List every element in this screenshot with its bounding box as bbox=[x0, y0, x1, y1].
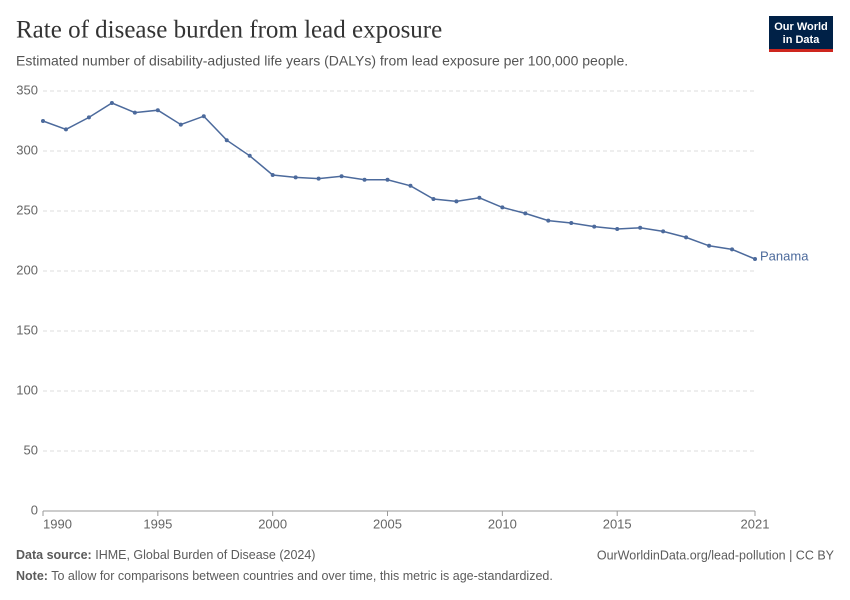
data-point bbox=[661, 229, 666, 234]
data-point bbox=[155, 108, 160, 113]
note-text: To allow for comparisons between countri… bbox=[51, 569, 553, 583]
y-tick-label: 250 bbox=[16, 202, 38, 217]
x-tick-label: 1990 bbox=[43, 516, 72, 531]
x-tick-label: 2021 bbox=[741, 516, 770, 531]
data-point bbox=[753, 257, 757, 261]
logo-bar bbox=[769, 49, 833, 52]
y-tick-label: 0 bbox=[31, 502, 38, 517]
data-point bbox=[178, 122, 183, 127]
data-point bbox=[638, 225, 643, 230]
logo-text: in Data bbox=[783, 34, 821, 46]
data-point bbox=[592, 224, 597, 229]
data-point bbox=[201, 114, 206, 119]
data-point bbox=[408, 183, 413, 188]
x-tick-label: 2000 bbox=[258, 516, 287, 531]
data-point bbox=[316, 176, 321, 181]
x-tick-label: 2015 bbox=[603, 516, 632, 531]
data-point bbox=[132, 110, 137, 115]
y-tick-label: 200 bbox=[16, 262, 38, 277]
data-point bbox=[730, 247, 735, 252]
data-point bbox=[615, 227, 620, 231]
data-point bbox=[477, 195, 482, 200]
data-point bbox=[41, 119, 45, 123]
data-point bbox=[293, 175, 298, 180]
data-point bbox=[385, 177, 390, 182]
logo-box bbox=[769, 16, 833, 50]
data-point bbox=[569, 221, 574, 225]
data-point bbox=[109, 101, 114, 105]
x-tick-label: 2005 bbox=[373, 516, 402, 531]
url[interactable]: OurWorldinData.org/lead-pollution | CC B… bbox=[597, 548, 835, 562]
series-label: Panama bbox=[760, 248, 809, 263]
data-point bbox=[339, 174, 344, 179]
series-line bbox=[42, 102, 756, 260]
chart-title: Rate of disease burden from lead exposur… bbox=[16, 17, 442, 44]
source-label: Data source: bbox=[16, 548, 92, 562]
chart-subtitle: Estimated number of disability-adjusted … bbox=[16, 53, 628, 69]
source-text: IHME, Global Burden of Disease (2024) bbox=[95, 548, 315, 562]
data-point bbox=[707, 243, 712, 248]
logo-text: Our World bbox=[774, 21, 828, 33]
data-point bbox=[684, 235, 689, 240]
data-point bbox=[270, 173, 275, 177]
source: Data source: IHME, Global Burden of Dise… bbox=[16, 548, 315, 562]
data-point bbox=[431, 197, 436, 201]
x-tick-label: 1995 bbox=[143, 516, 172, 531]
data-point bbox=[224, 138, 229, 143]
logo[interactable]: Our World in Data bbox=[769, 16, 833, 52]
data-point bbox=[247, 153, 252, 158]
data-point bbox=[546, 218, 551, 223]
data-point bbox=[86, 115, 91, 120]
y-tick-label: 150 bbox=[16, 322, 38, 337]
data-point bbox=[500, 205, 505, 210]
data-point bbox=[523, 211, 528, 216]
data-point bbox=[454, 199, 459, 204]
y-tick-label: 100 bbox=[16, 382, 38, 397]
x-tick-label: 2010 bbox=[488, 516, 517, 531]
y-tick-label: 50 bbox=[24, 442, 38, 457]
note-label: Note: bbox=[16, 569, 48, 583]
data-point bbox=[362, 177, 367, 182]
note: Note: To allow for comparisons between c… bbox=[16, 569, 553, 583]
data-point bbox=[63, 127, 68, 132]
y-tick-label: 350 bbox=[16, 82, 38, 97]
y-tick-label: 300 bbox=[16, 142, 38, 157]
